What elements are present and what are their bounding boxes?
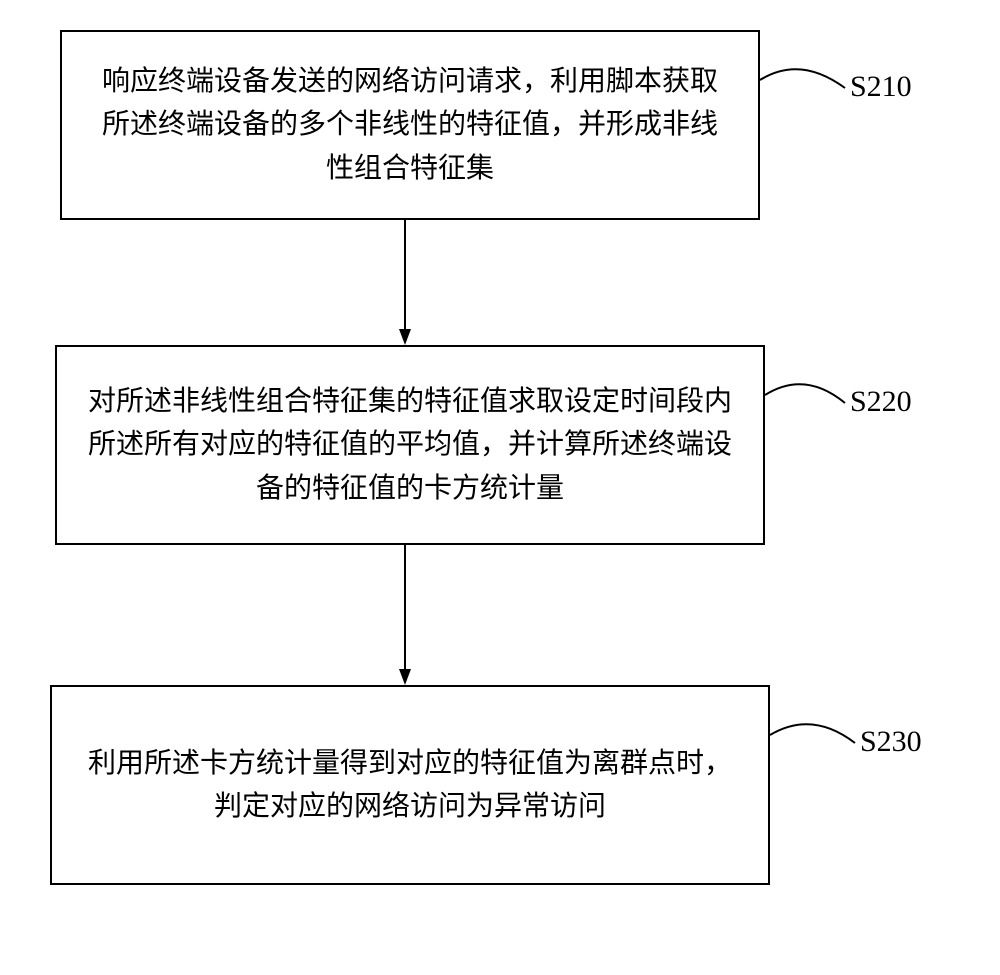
label-connector-s230 <box>0 0 1000 975</box>
step-label-s230: S230 <box>860 725 922 759</box>
flowchart-canvas: 响应终端设备发送的网络访问请求，利用脚本获取所述终端设备的多个非线性的特征值，并… <box>0 0 1000 975</box>
